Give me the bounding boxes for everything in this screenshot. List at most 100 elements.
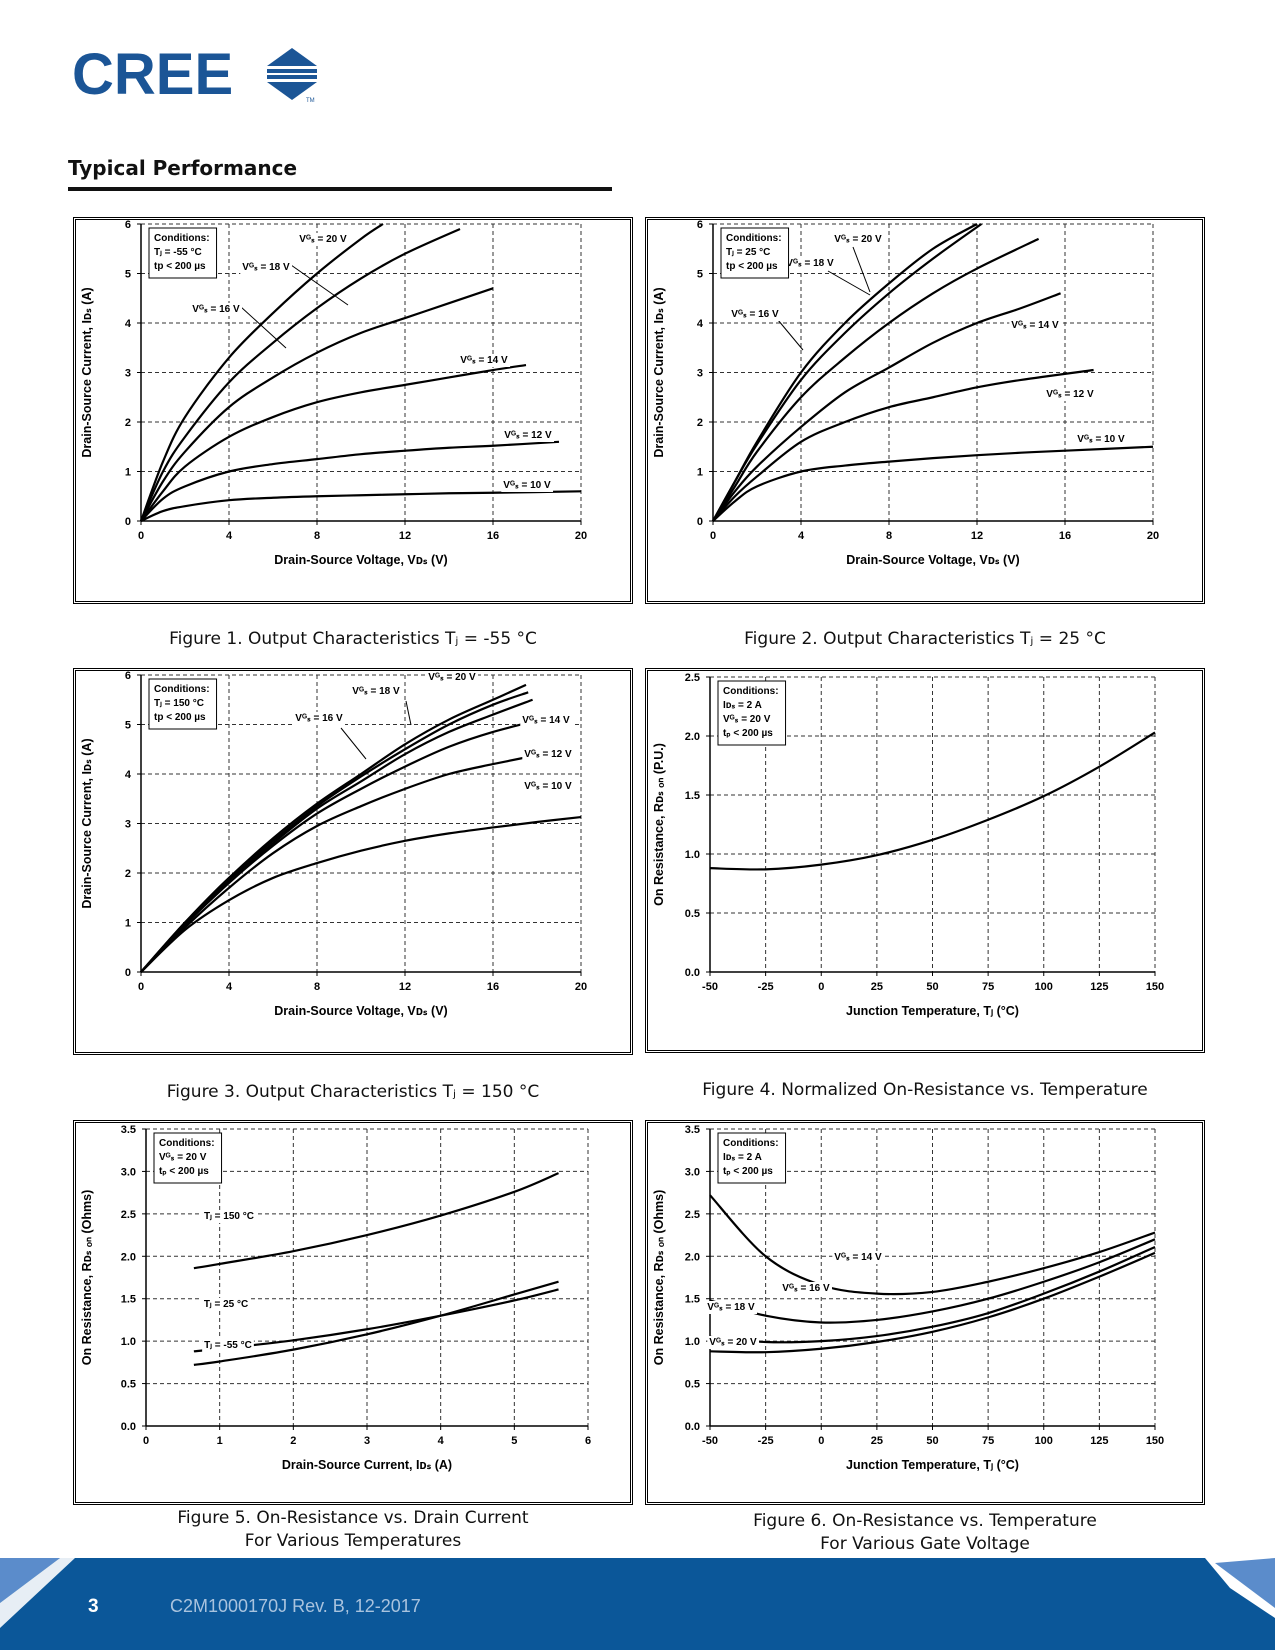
y-tick-label: 0.5 bbox=[685, 1379, 700, 1391]
series-line-0 bbox=[193, 1172, 559, 1270]
y-tick-label: 0.5 bbox=[685, 908, 700, 920]
series-line-2 bbox=[140, 698, 533, 973]
series-label-bg bbox=[522, 780, 575, 793]
trademark-mark: TM bbox=[306, 98, 315, 104]
x-tick-label: 0 bbox=[710, 530, 716, 542]
conditions-frame bbox=[717, 680, 787, 746]
x-tick-label: 150 bbox=[1146, 1435, 1164, 1447]
figure-1-caption: Figure 1. Output Characteristics Tⱼ = -5… bbox=[73, 628, 633, 651]
y-tick-label: 4 bbox=[125, 769, 132, 781]
conditions-line: Vᴳₛ = 20 V bbox=[723, 714, 771, 725]
caption-line: Figure 2. Output Characteristics Tⱼ = 25… bbox=[744, 629, 1106, 649]
y-tick-label: 1.0 bbox=[685, 1336, 700, 1348]
series-label: Vᴳₛ = 20 V bbox=[299, 234, 347, 245]
conditions-line: Conditions: bbox=[154, 233, 210, 244]
series-label-bg bbox=[1044, 388, 1097, 401]
series-line-4 bbox=[140, 750, 555, 973]
conditions-line: Conditions: bbox=[723, 1138, 779, 1149]
x-tick-label: 8 bbox=[314, 530, 320, 542]
y-tick-label: 3.0 bbox=[685, 1166, 700, 1178]
conditions-line: Conditions: bbox=[723, 686, 779, 697]
figure-5-chart: 0 1 2 3 4 5 6 0.0 0.5 1.0 1.5 2.0 2.5 3.0 3.5 Drain-Sou… bbox=[73, 1120, 633, 1505]
series-line-5 bbox=[140, 815, 582, 973]
y-axis-title: Drain-Source Current, Iᴅₛ (A) bbox=[652, 287, 666, 457]
series-label: Vᴳₛ = 16 V bbox=[731, 309, 779, 320]
x-tick-label: 5 bbox=[511, 1435, 517, 1447]
series-label-leader bbox=[240, 306, 287, 349]
series-label: Vᴳₛ = 16 V bbox=[295, 713, 343, 724]
x-tick-label: 100 bbox=[1035, 981, 1053, 993]
x-tick-label: 0 bbox=[138, 530, 144, 542]
y-tick-label: 0.0 bbox=[121, 1421, 136, 1433]
series-label: Vᴳₛ = 18 V bbox=[786, 258, 834, 269]
y-tick-label: 1.0 bbox=[121, 1336, 136, 1348]
x-axis-title: Drain-Source Voltage, Vᴅₛ (V) bbox=[274, 553, 447, 567]
figure-4-caption: Figure 4. Normalized On-Resistance vs. T… bbox=[645, 1079, 1205, 1102]
y-tick-label: 1.0 bbox=[685, 849, 700, 861]
y-tick-label: 6 bbox=[697, 220, 703, 231]
series-label: Vᴳₛ = 14 V bbox=[1011, 320, 1059, 331]
conditions-line: tp < 200 µs bbox=[154, 712, 206, 723]
series-line-2 bbox=[712, 237, 1040, 522]
y-tick-label: 6 bbox=[125, 671, 131, 682]
x-tick-label: 3 bbox=[364, 1435, 370, 1447]
x-tick-label: 6 bbox=[585, 1435, 591, 1447]
x-tick-label: 0 bbox=[818, 981, 824, 993]
series-label-bg bbox=[1009, 319, 1062, 332]
series-line-2 bbox=[709, 1245, 1156, 1344]
series-line-3 bbox=[709, 1251, 1156, 1354]
section-title: Typical Performance bbox=[68, 156, 298, 180]
conditions-line: tₚ < 200 µs bbox=[159, 1166, 209, 1177]
series-label-bg bbox=[202, 1339, 254, 1352]
caption-line: For Various Temperatures bbox=[244, 1531, 462, 1551]
x-tick-label: -50 bbox=[702, 1435, 718, 1447]
page-number: 3 bbox=[88, 1596, 99, 1617]
x-tick-label: 150 bbox=[1146, 981, 1164, 993]
series-label-bg bbox=[190, 303, 243, 316]
conditions-box: Conditions: Iᴅₛ = 2 A Vᴳₛ = 20 V tₚ < 200 µ… bbox=[717, 680, 787, 746]
x-tick-label: 25 bbox=[871, 1435, 883, 1447]
figure-4-chart: -50 -25 0 25 50 75 100 125 150 0.0 0.5 1.0 1.5 2.0 2.5… bbox=[645, 668, 1205, 1053]
series-label-leader bbox=[852, 246, 871, 293]
conditions-line: Vᴳₛ = 20 V bbox=[159, 1152, 207, 1163]
cree-logo: CREE TM bbox=[72, 44, 317, 104]
conditions-line: Tⱼ = 150 °C bbox=[154, 698, 204, 709]
y-tick-label: 1 bbox=[125, 918, 131, 930]
figure-3-caption: Figure 3. Output Characteristics Tⱼ = 15… bbox=[73, 1081, 633, 1104]
series-label: Tⱼ = -55 °C bbox=[204, 1340, 252, 1351]
x-tick-label: 12 bbox=[399, 981, 411, 993]
y-tick-label: 3.5 bbox=[121, 1124, 136, 1136]
y-tick-label: 1.5 bbox=[121, 1294, 136, 1306]
series-line-0 bbox=[139, 223, 384, 522]
y-tick-label: 3 bbox=[697, 368, 703, 380]
series-line-1 bbox=[140, 691, 529, 973]
y-tick-label: 2.5 bbox=[685, 1209, 700, 1221]
conditions-box: Conditions: Tⱼ = -55 °C tp < 200 µs bbox=[148, 227, 218, 279]
series-label-leader bbox=[340, 727, 367, 760]
y-tick-label: 6 bbox=[125, 220, 131, 231]
footer-band bbox=[0, 1558, 1275, 1650]
series-label: Vᴳₛ = 10 V bbox=[503, 480, 551, 491]
y-tick-label: 5 bbox=[697, 269, 703, 281]
series-label: Vᴳₛ = 18 V bbox=[707, 1302, 755, 1313]
series-label-bg bbox=[522, 748, 575, 761]
y-tick-label: 5 bbox=[125, 269, 131, 281]
series-line-3 bbox=[712, 292, 1061, 522]
x-tick-label: 4 bbox=[226, 981, 233, 993]
x-tick-label: 4 bbox=[438, 1435, 445, 1447]
figure-6-chart: -50 -25 0 25 50 75 100 125 150 0.0 0.5 1.0 1.5 2.0 2.5… bbox=[645, 1120, 1205, 1505]
series-line-5 bbox=[712, 445, 1154, 522]
caption-line: Figure 6. On-Resistance vs. Temperature bbox=[753, 1511, 1097, 1531]
x-tick-label: 16 bbox=[487, 530, 499, 542]
series-label-bg bbox=[705, 1301, 758, 1314]
caption-line: Figure 4. Normalized On-Resistance vs. T… bbox=[702, 1080, 1148, 1100]
x-tick-label: 16 bbox=[487, 981, 499, 993]
y-tick-label: 2.0 bbox=[685, 731, 700, 743]
series-line-3 bbox=[140, 363, 527, 522]
caption-line: Figure 5. On-Resistance vs. Drain Curren… bbox=[177, 1508, 529, 1528]
series-label-bg bbox=[426, 671, 479, 684]
series-line-2 bbox=[193, 1280, 559, 1366]
x-tick-label: 100 bbox=[1035, 1435, 1053, 1447]
y-axis-title: On Resistance, Rᴅₛ ₒₙ (P.U.) bbox=[652, 743, 666, 906]
section-divider bbox=[68, 187, 612, 191]
